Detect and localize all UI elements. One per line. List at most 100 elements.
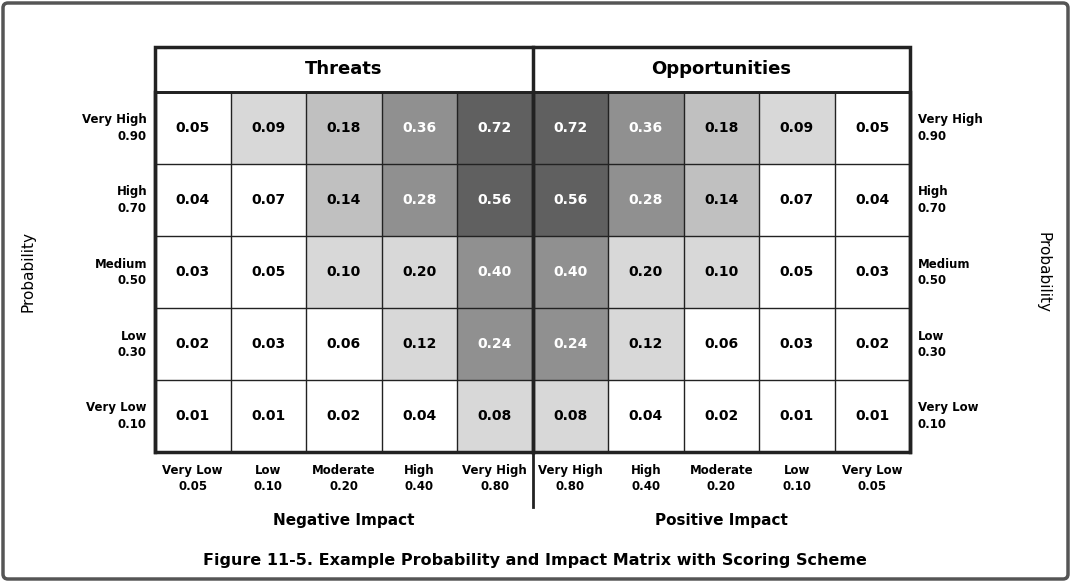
- Text: 0.24: 0.24: [478, 337, 512, 351]
- Text: 0.05: 0.05: [855, 121, 889, 135]
- Text: 0.12: 0.12: [402, 337, 437, 351]
- Text: 0.18: 0.18: [327, 121, 361, 135]
- Text: Threats: Threats: [305, 61, 382, 79]
- Text: 0.40: 0.40: [631, 480, 661, 493]
- Bar: [306, 164, 381, 236]
- Text: Low: Low: [784, 464, 810, 477]
- Text: 0.14: 0.14: [327, 193, 361, 207]
- Bar: [532, 92, 608, 164]
- Bar: [834, 308, 910, 380]
- Text: 0.08: 0.08: [553, 409, 587, 423]
- Bar: [759, 164, 834, 236]
- Bar: [381, 236, 457, 308]
- Text: Very High: Very High: [918, 113, 983, 126]
- Text: 0.24: 0.24: [553, 337, 587, 351]
- Text: 0.20: 0.20: [329, 480, 359, 493]
- Bar: [230, 164, 306, 236]
- Bar: [759, 380, 834, 452]
- Text: 0.10: 0.10: [704, 265, 738, 279]
- Bar: [759, 308, 834, 380]
- Text: 0.02: 0.02: [176, 337, 210, 351]
- Text: 0.06: 0.06: [327, 337, 361, 351]
- Bar: [457, 236, 532, 308]
- Bar: [532, 47, 910, 92]
- Text: Medium: Medium: [918, 257, 970, 271]
- Bar: [532, 308, 608, 380]
- Bar: [381, 164, 457, 236]
- Text: Opportunities: Opportunities: [651, 61, 791, 79]
- Text: 0.40: 0.40: [405, 480, 434, 493]
- Text: 0.80: 0.80: [556, 480, 585, 493]
- Text: High: High: [631, 464, 661, 477]
- Text: 0.28: 0.28: [629, 193, 663, 207]
- Text: Low: Low: [918, 329, 945, 342]
- Text: 0.05: 0.05: [178, 480, 208, 493]
- Text: 0.90: 0.90: [918, 130, 947, 143]
- Text: Very Low: Very Low: [842, 464, 903, 477]
- Text: 0.12: 0.12: [629, 337, 663, 351]
- Text: 0.07: 0.07: [780, 193, 814, 207]
- Text: 0.02: 0.02: [327, 409, 361, 423]
- Text: 0.70: 0.70: [118, 201, 147, 215]
- Text: Probability: Probability: [1036, 232, 1051, 313]
- Text: 0.03: 0.03: [252, 337, 285, 351]
- Text: 0.10: 0.10: [254, 480, 283, 493]
- Text: 0.36: 0.36: [403, 121, 436, 135]
- Text: 0.05: 0.05: [176, 121, 210, 135]
- Bar: [608, 380, 683, 452]
- Text: 0.72: 0.72: [478, 121, 512, 135]
- Bar: [759, 236, 834, 308]
- Text: 0.72: 0.72: [553, 121, 587, 135]
- Bar: [155, 47, 532, 92]
- Bar: [155, 47, 910, 452]
- Text: 0.01: 0.01: [251, 409, 285, 423]
- Bar: [381, 380, 457, 452]
- Bar: [683, 308, 759, 380]
- Bar: [457, 164, 532, 236]
- Text: 0.07: 0.07: [252, 193, 285, 207]
- Bar: [230, 236, 306, 308]
- Text: Very Low: Very Low: [163, 464, 223, 477]
- Text: 0.10: 0.10: [327, 265, 361, 279]
- Bar: [155, 236, 230, 308]
- Bar: [306, 380, 381, 452]
- Text: 0.30: 0.30: [118, 346, 147, 359]
- Bar: [457, 380, 532, 452]
- Text: Positive Impact: Positive Impact: [654, 513, 787, 527]
- Text: Moderate: Moderate: [312, 464, 376, 477]
- Text: 0.01: 0.01: [780, 409, 814, 423]
- Text: 0.09: 0.09: [252, 121, 285, 135]
- Text: 0.90: 0.90: [118, 130, 147, 143]
- Text: 0.20: 0.20: [707, 480, 736, 493]
- Bar: [683, 92, 759, 164]
- Text: High: High: [918, 186, 949, 198]
- Bar: [532, 236, 608, 308]
- Text: 0.01: 0.01: [855, 409, 889, 423]
- Bar: [306, 308, 381, 380]
- Bar: [230, 92, 306, 164]
- Text: 0.40: 0.40: [553, 265, 587, 279]
- Text: 0.03: 0.03: [855, 265, 889, 279]
- Bar: [532, 380, 608, 452]
- Bar: [155, 380, 230, 452]
- Text: 0.56: 0.56: [478, 193, 512, 207]
- Text: 0.20: 0.20: [402, 265, 436, 279]
- Bar: [608, 92, 683, 164]
- Text: 0.08: 0.08: [478, 409, 512, 423]
- Text: 0.50: 0.50: [118, 274, 147, 286]
- Text: Very Low: Very Low: [918, 402, 979, 414]
- Text: 0.01: 0.01: [176, 409, 210, 423]
- Text: Low: Low: [121, 329, 147, 342]
- Text: 0.04: 0.04: [176, 193, 210, 207]
- Text: Probability: Probability: [20, 232, 35, 313]
- Bar: [306, 236, 381, 308]
- Bar: [155, 308, 230, 380]
- Text: 0.36: 0.36: [629, 121, 663, 135]
- Bar: [155, 92, 230, 164]
- Text: Very High: Very High: [82, 113, 147, 126]
- Text: 0.18: 0.18: [704, 121, 738, 135]
- Text: 0.09: 0.09: [780, 121, 814, 135]
- Bar: [834, 164, 910, 236]
- Text: Negative Impact: Negative Impact: [273, 513, 414, 527]
- Text: Moderate: Moderate: [690, 464, 753, 477]
